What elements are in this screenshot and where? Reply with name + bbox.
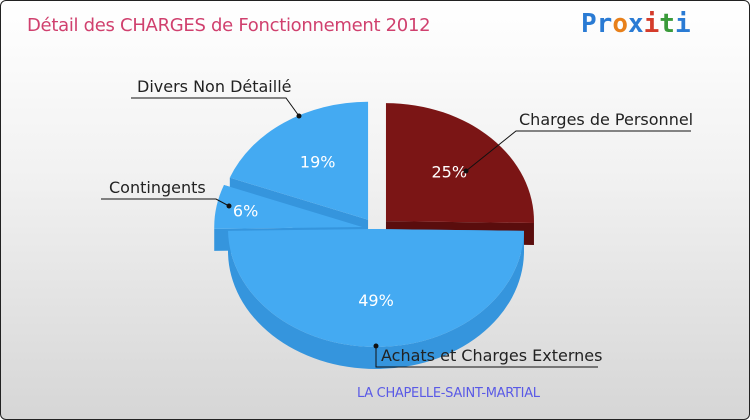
logo-letter: x [627, 9, 644, 39]
logo-letter: i [643, 9, 660, 39]
leader-line [131, 97, 300, 117]
slice-percent-label: 49% [358, 291, 394, 310]
slice-side [228, 230, 524, 370]
logo-letter: P [581, 9, 597, 39]
slice-label: Divers Non Détaillé [137, 77, 291, 96]
leader-arrow-icon [373, 343, 379, 349]
leader-arrow-icon [463, 168, 469, 174]
slice-percent-label: 19% [300, 152, 336, 171]
logo-letter: o [612, 9, 628, 39]
logo-letter: i [674, 9, 691, 39]
leader-line [465, 130, 691, 172]
leader-arrow-icon [226, 203, 232, 209]
pie-slice-0 [385, 103, 534, 224]
leader-line [375, 346, 598, 368]
pie-slice-2 [214, 184, 363, 229]
pie-slice-1 [228, 229, 524, 348]
logo-letter: t [659, 9, 675, 39]
slice-percent-label: 6% [233, 202, 258, 221]
leader-line [101, 198, 230, 207]
logo-letter: r [596, 9, 613, 39]
slice-label: Contingents [109, 178, 206, 197]
commune-name: LA CHAPELLE-SAINT-MARTIAL [357, 386, 540, 401]
proxiti-logo[interactable]: Proxiti [581, 9, 691, 39]
slice-label: Achats et Charges Externes [381, 346, 602, 365]
chart-title: Détail des CHARGES de Fonctionnement 201… [27, 15, 431, 36]
slice-label: Charges de Personnel [519, 110, 693, 129]
pie-slice-3 [229, 101, 369, 220]
leader-arrow-icon [296, 113, 302, 119]
slice-percent-label: 25% [431, 162, 467, 181]
